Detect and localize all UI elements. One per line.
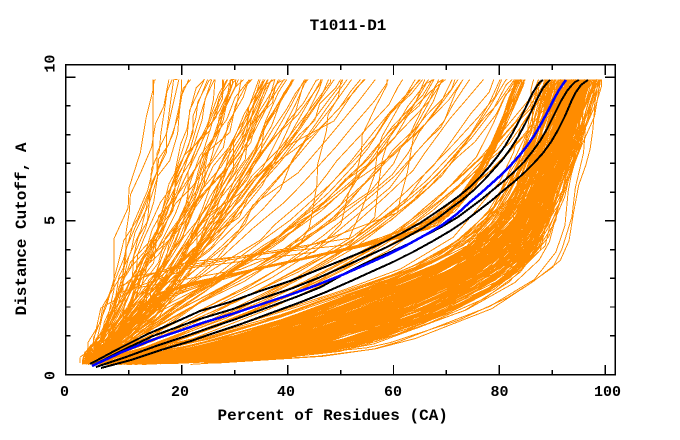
svg-text:60: 60 [384,384,402,401]
svg-text:80: 80 [490,384,508,401]
svg-text:40: 40 [277,384,295,401]
svg-text:T1011-D1: T1011-D1 [310,17,387,35]
svg-text:Distance Cutoff, A: Distance Cutoff, A [13,142,31,315]
svg-text:100: 100 [594,384,621,401]
svg-text:Percent of Residues (CA): Percent of Residues (CA) [217,407,447,425]
svg-text:20: 20 [171,384,189,401]
svg-text:5: 5 [43,216,60,225]
svg-text:0: 0 [60,384,69,401]
svg-text:10: 10 [43,55,60,73]
svg-text:0: 0 [43,371,60,380]
